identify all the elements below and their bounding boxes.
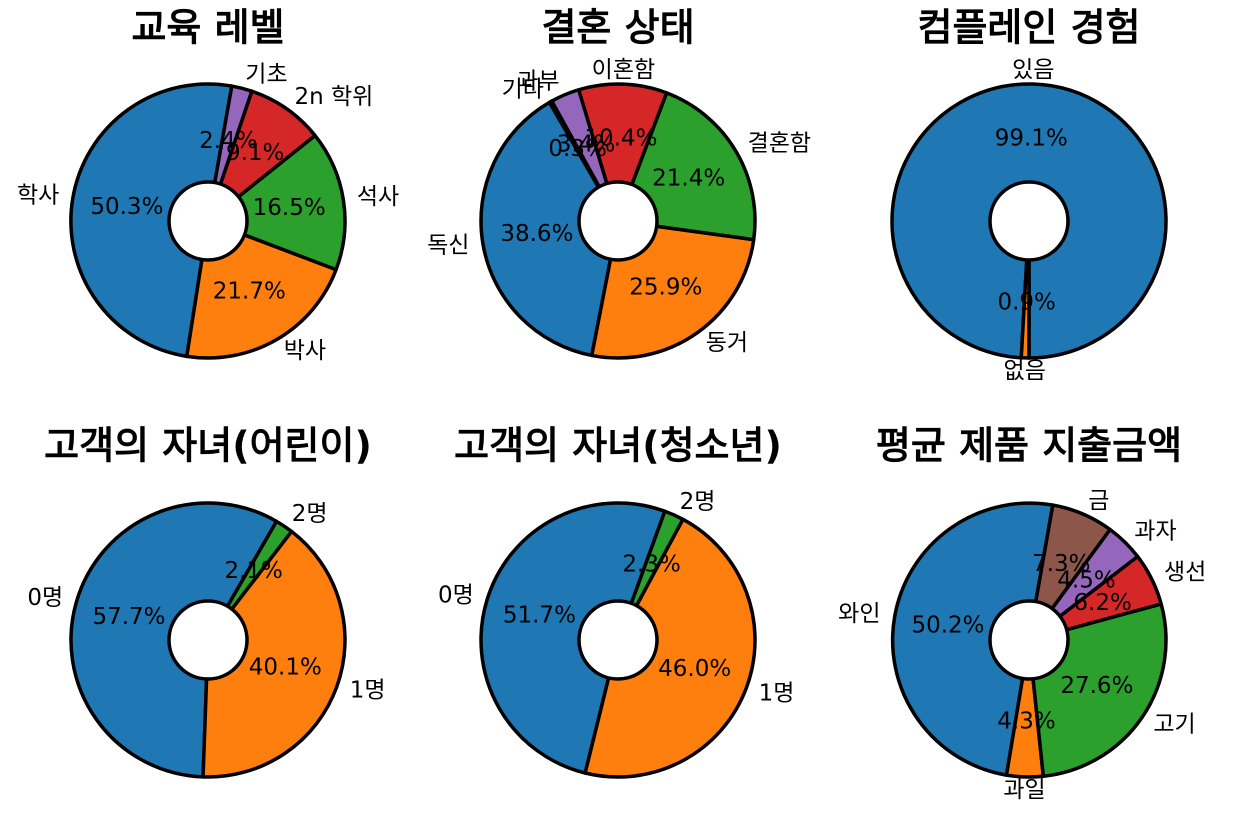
slice-label: 학사 xyxy=(17,183,59,209)
pie-slice xyxy=(479,501,667,775)
slice-percent-label: 2.3% xyxy=(622,552,680,578)
pie-center-hole xyxy=(577,180,659,262)
slice-label: 박사 xyxy=(284,338,326,364)
slice-label: 와인 xyxy=(838,601,880,627)
slice-percent-label: 2.1% xyxy=(224,558,282,584)
chart-title: 고객의 자녀(어린이) xyxy=(44,424,372,468)
pie-slice xyxy=(479,100,620,358)
slice-label: 생선 xyxy=(1164,560,1206,586)
slice-label: 결혼함 xyxy=(748,131,811,157)
slice-percent-label: 0.3% xyxy=(548,136,606,162)
slice-percent-label: 57.7% xyxy=(92,604,165,630)
pie-center-hole xyxy=(577,599,659,681)
slice-percent-label: 40.1% xyxy=(249,654,322,680)
pie-chart-5: 0명 51.7% 1명 46.0% 2명 2.3% 고객의 자녀(청소년) xyxy=(438,424,795,779)
slice-percent-label: 50.3% xyxy=(90,194,163,220)
slice-percent-label: 21.4% xyxy=(652,166,725,192)
slice-percent-label: 4.3% xyxy=(997,709,1055,735)
slice-label: 기타 xyxy=(502,76,544,102)
slice-label: 과부 xyxy=(517,69,559,95)
slice-percent-label: 9.1% xyxy=(226,140,284,166)
slice-label: 2n 학위 xyxy=(295,84,374,110)
chart-title: 교육 레벨 xyxy=(131,6,284,50)
slice-percent-label: 27.6% xyxy=(1060,673,1133,699)
slice-percent-label: 4.5% xyxy=(1057,568,1115,594)
slice-percent-label: 7.3% xyxy=(1032,551,1090,577)
slice-percent-label: 16.5% xyxy=(253,195,326,221)
slice-percent-label: 50.2% xyxy=(911,613,984,639)
slice-label: 0명 xyxy=(438,583,474,609)
chart-title: 평균 제품 지출금액 xyxy=(876,424,1182,468)
slice-percent-label: 99.1% xyxy=(995,125,1068,151)
slice-label: 동거 xyxy=(706,330,748,356)
pie-slice xyxy=(890,501,1055,777)
pie-chart-1: 학사 50.3% 박사 21.7% 석사 16.5% 2n 학위 9.1% 기초 2.4% 교육 레… xyxy=(17,6,399,364)
slice-label: 있음 xyxy=(1012,57,1054,83)
slice-label: 독신 xyxy=(427,232,469,258)
slice-percent-label: 6.2% xyxy=(1073,590,1131,616)
slice-percent-label: 21.7% xyxy=(213,279,286,305)
chart-title: 고객의 자녀(청소년) xyxy=(454,424,782,468)
slice-label: 없음 xyxy=(1004,358,1046,384)
pie-center-hole xyxy=(988,180,1070,262)
slice-label: 기초 xyxy=(245,62,287,88)
slice-percent-label: 38.6% xyxy=(500,221,573,247)
slice-label: 2명 xyxy=(680,489,716,515)
pie-center-hole xyxy=(988,599,1070,681)
slice-label: 고기 xyxy=(1153,712,1195,738)
pie-slice xyxy=(583,517,757,779)
slice-percent-label: 3.4% xyxy=(557,132,615,158)
slice-percent-label: 2.4% xyxy=(199,128,257,154)
slice-label: 1명 xyxy=(759,681,795,707)
pie-center-hole xyxy=(167,599,249,681)
chart-title: 컴플레인 경험 xyxy=(918,6,1141,50)
pie-slice xyxy=(69,82,234,359)
pie-slice xyxy=(201,529,347,779)
slice-label: 0명 xyxy=(27,585,63,611)
chart-title: 결혼 상태 xyxy=(541,6,694,50)
slice-percent-label: 51.7% xyxy=(503,603,576,629)
slice-label: 2명 xyxy=(292,501,328,527)
slice-percent-label: 0.9% xyxy=(997,290,1055,316)
pie-center-hole xyxy=(167,180,249,262)
slice-label: 과일 xyxy=(1003,777,1045,803)
slice-label: 이혼함 xyxy=(592,57,655,83)
pie-chart-3: 있음 99.1% 없음 0.9% 컴플레인 경험 xyxy=(890,6,1168,384)
slice-label: 과자 xyxy=(1134,519,1176,545)
pie-chart-6: 와인 50.2% 과일 4.3% 고기 27.6% 생선 6.2% 과자 4.5% 금 7.3% 평균 … xyxy=(838,424,1206,804)
slice-label: 금 xyxy=(1088,488,1109,514)
slice-label: 1명 xyxy=(350,678,386,704)
pie-chart-2: 독신 38.6% 동거 25.9% 결혼함 21.4% 이혼함 10.4% 과부 3.4% 기타 0.… xyxy=(427,6,811,360)
pie-slice xyxy=(206,133,347,272)
slice-percent-label: 46.0% xyxy=(658,656,731,682)
slice-percent-label: 25.9% xyxy=(629,274,702,300)
slice-percent-label: 10.4% xyxy=(584,125,657,151)
pie-slice xyxy=(576,82,669,223)
pie-chart-4: 0명 57.7% 1명 40.1% 2명 2.1% 고객의 자녀(어린이) xyxy=(27,424,386,779)
slice-label: 석사 xyxy=(357,184,399,210)
